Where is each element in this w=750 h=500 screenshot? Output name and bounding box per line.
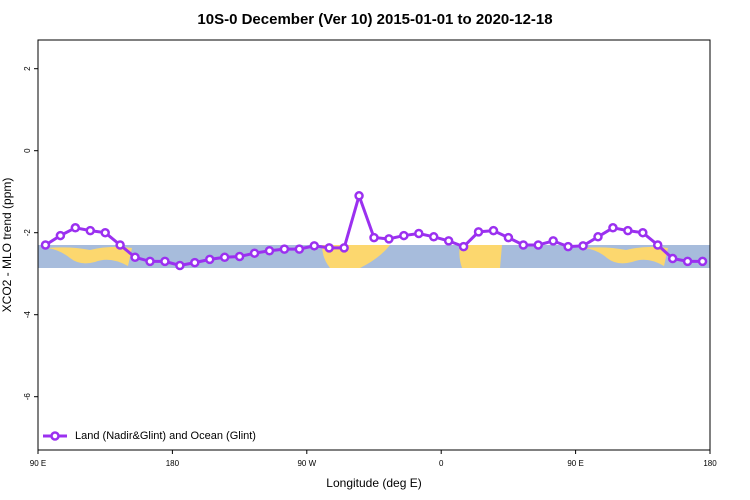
- point: [593, 232, 603, 242]
- plot-frame: [37, 39, 711, 451]
- land: [585, 246, 668, 266]
- y-tick-label: -4: [23, 311, 32, 319]
- point: [100, 227, 110, 238]
- point: [682, 256, 693, 267]
- point: [40, 240, 51, 250]
- x-tick-label: 0: [439, 459, 444, 468]
- point: [623, 225, 633, 236]
- y-tick-label: -6: [23, 393, 32, 401]
- point: [339, 243, 349, 253]
- point: [324, 243, 334, 253]
- land: [459, 245, 502, 268]
- point: [130, 252, 140, 263]
- point: [384, 234, 394, 244]
- point: [294, 244, 305, 254]
- point: [608, 223, 618, 233]
- x-tick-label: 90 E: [30, 459, 46, 468]
- legend-label: Land (Nadir&Glint) and Ocean (Glint): [75, 430, 256, 442]
- point: [219, 252, 230, 263]
- point: [697, 256, 708, 267]
- point: [503, 232, 514, 243]
- point: [518, 240, 529, 250]
- point: [414, 228, 424, 239]
- point: [190, 257, 200, 268]
- x-tick-label: 90 W: [297, 459, 316, 468]
- legend-marker: [50, 431, 60, 441]
- point: [145, 256, 155, 267]
- point: [85, 225, 96, 236]
- point: [115, 240, 125, 250]
- point: [204, 254, 215, 265]
- point: [399, 230, 409, 241]
- x-tick-label: 90 E: [567, 459, 583, 468]
- x-tick-label: 180: [166, 459, 180, 468]
- point: [354, 191, 364, 201]
- point: [264, 245, 275, 256]
- point: [638, 227, 648, 238]
- point: [533, 240, 544, 250]
- land: [322, 245, 390, 268]
- point: [279, 244, 290, 254]
- y-tick-label: -2: [23, 229, 32, 237]
- point: [234, 251, 245, 262]
- land: [48, 246, 132, 266]
- x-axis-label: Longitude (deg E): [326, 476, 421, 490]
- point: [548, 236, 558, 246]
- point: [309, 241, 320, 251]
- point: [473, 227, 484, 237]
- point: [369, 232, 379, 243]
- point: [55, 230, 66, 241]
- point: [70, 223, 81, 233]
- point: [667, 253, 678, 264]
- x-tick-label: 180: [703, 459, 717, 468]
- y-tick-label: 2: [23, 66, 32, 71]
- point: [175, 260, 185, 271]
- point: [578, 241, 588, 251]
- chart-title: 10S-0 December (Ver 10) 2015-01-01 to 20…: [197, 11, 552, 28]
- point: [488, 225, 499, 236]
- point: [443, 236, 454, 246]
- point: [160, 256, 170, 267]
- point: [458, 241, 469, 252]
- point: [563, 241, 573, 252]
- point: [249, 248, 260, 258]
- y-axis-label: XCO2 - MLO trend (ppm): [0, 178, 14, 313]
- point: [428, 232, 439, 242]
- y-tick-label: 0: [23, 148, 32, 153]
- point: [652, 240, 663, 250]
